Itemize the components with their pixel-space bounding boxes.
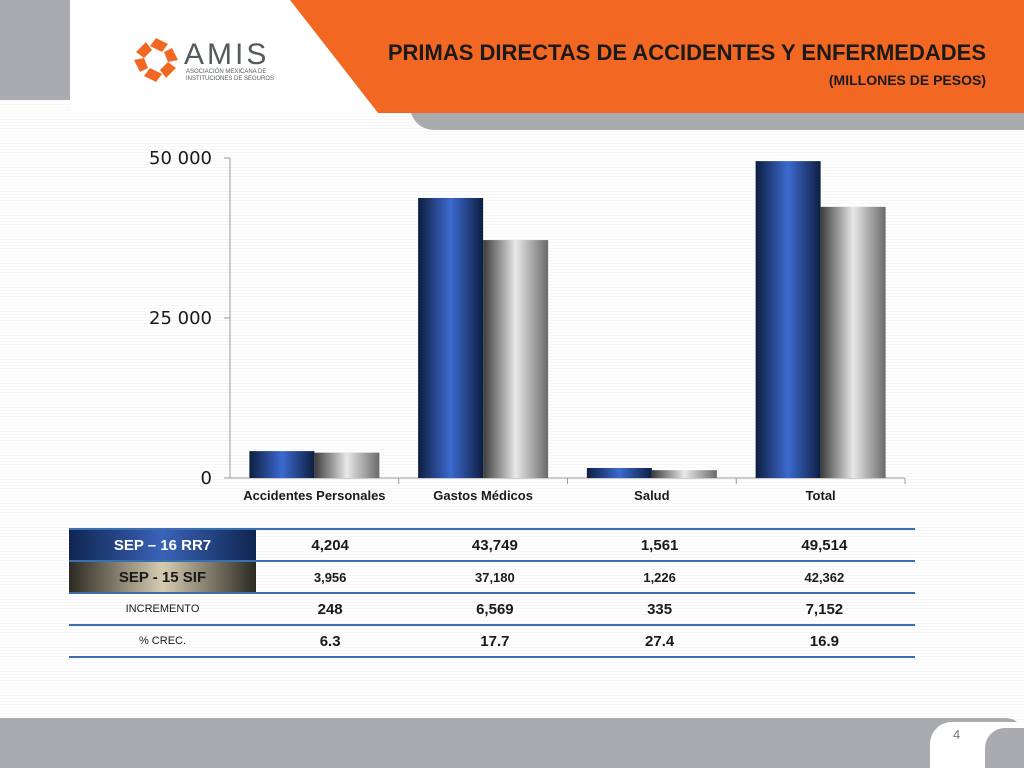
table-cell: 42,362 — [733, 560, 915, 593]
amis-logo: AMIS ASOCIACIÓN MEXICANA DE INSTITUCIONE… — [132, 36, 292, 86]
logo-subtitle: ASOCIACIÓN MEXICANA DE INSTITUCIONES DE … — [186, 69, 275, 82]
y-tick-label: 0 — [201, 468, 212, 489]
table-cell: 1,561 — [585, 528, 734, 561]
table-cell: 6.3 — [256, 624, 405, 658]
row-label: INCREMENTO — [69, 592, 256, 625]
y-tick-label: 50 000 — [149, 148, 212, 169]
footer-bar — [0, 718, 1024, 768]
bar — [418, 198, 484, 478]
bar — [820, 206, 886, 478]
x-tick-label: Total — [806, 488, 836, 503]
bar — [586, 468, 652, 478]
table-cell: 7,152 — [733, 592, 915, 625]
table-cell: 4,204 — [256, 528, 405, 561]
table-cell: 1,226 — [585, 560, 734, 593]
table-row: % CREC. 6.3 17.7 27.4 16.9 — [69, 624, 915, 658]
row-label: % CREC. — [69, 624, 256, 658]
amis-logo-icon — [134, 38, 178, 82]
table-row: SEP – 16 RR7 4,204 43,749 1,561 49,514 — [69, 528, 915, 561]
data-table: SEP – 16 RR7 4,204 43,749 1,561 49,514 SEP - … — [69, 528, 915, 658]
table-cell: 16.9 — [733, 624, 915, 658]
bar — [249, 451, 315, 478]
page-number: 4 — [953, 727, 961, 742]
table-cell: 335 — [585, 592, 734, 625]
bar — [483, 240, 549, 478]
x-tick-label: Salud — [634, 488, 669, 503]
header-orange-banner — [290, 0, 1024, 113]
table-cell: 27.4 — [585, 624, 734, 658]
bar — [651, 470, 717, 478]
row-label: SEP – 16 RR7 — [69, 528, 256, 561]
table-cell: 37,180 — [404, 560, 586, 593]
page-subtitle: (MILLONES DE PESOS) — [828, 72, 986, 88]
bar — [314, 452, 380, 478]
page-title: PRIMAS DIRECTAS DE ACCIDENTES Y ENFERMED… — [387, 40, 986, 65]
table-cell: 49,514 — [733, 528, 915, 561]
x-tick-label: Gastos Médicos — [433, 488, 533, 503]
bar-chart: 0 25 000 50 000 Accidentes Personales Gastos… — [149, 148, 906, 503]
table-cell: 248 — [256, 592, 405, 625]
row-label: SEP - 15 SIF — [69, 560, 256, 593]
x-tick-label: Accidentes Personales — [243, 488, 385, 503]
bar — [755, 161, 821, 478]
footer-grey-tab — [985, 728, 1024, 768]
y-tick-label: 25 000 — [149, 308, 212, 329]
logo-word: AMIS — [184, 38, 270, 71]
table-cell: 17.7 — [404, 624, 586, 658]
table-row: SEP - 15 SIF 3,956 37,180 1,226 42,362 — [69, 560, 915, 593]
table-row: INCREMENTO 248 6,569 335 7,152 — [69, 592, 915, 625]
table-cell: 43,749 — [404, 528, 586, 561]
table-cell: 6,569 — [404, 592, 586, 625]
table-cell: 3,956 — [256, 560, 405, 593]
